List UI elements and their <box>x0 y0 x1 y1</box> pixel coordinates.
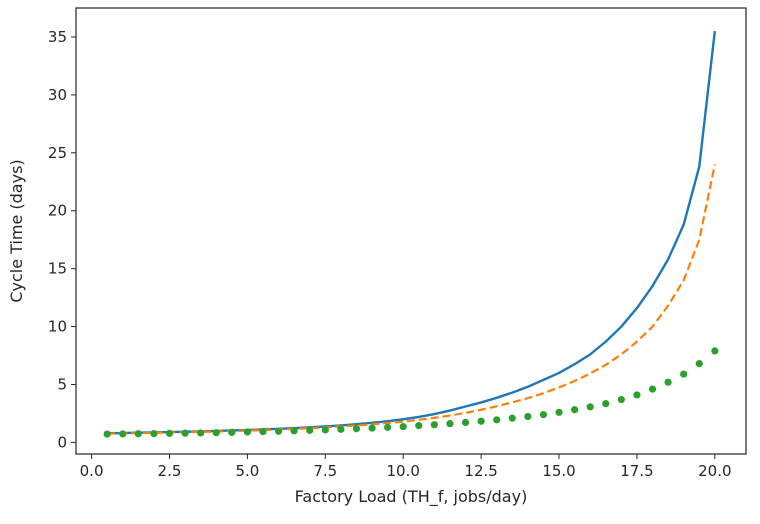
data-point <box>103 430 111 438</box>
x-tick-label: 7.5 <box>313 462 337 480</box>
data-point <box>648 385 657 393</box>
data-point <box>695 360 703 368</box>
x-tick-label: 0.0 <box>80 462 104 480</box>
data-point <box>259 428 267 436</box>
data-point <box>477 417 485 425</box>
y-tick-label: 5 <box>57 375 67 393</box>
data-point <box>586 403 594 411</box>
y-tick-label: 0 <box>57 433 67 451</box>
data-point <box>508 414 516 422</box>
data-point <box>711 347 719 355</box>
data-point <box>290 427 298 435</box>
y-tick-label: 35 <box>48 28 67 46</box>
series-1-line <box>107 31 717 435</box>
data-point <box>399 422 407 431</box>
series-2-line <box>107 164 716 435</box>
x-tick-label: 20.0 <box>698 462 731 480</box>
data-point <box>384 423 392 431</box>
data-point <box>337 425 345 433</box>
series-3-markers <box>103 347 719 438</box>
data-point <box>602 400 610 408</box>
data-point <box>274 427 283 435</box>
data-point <box>197 429 205 437</box>
data-point <box>212 429 220 437</box>
data-point <box>415 422 423 430</box>
y-tick-label: 20 <box>48 202 67 220</box>
data-point <box>134 430 142 438</box>
x-axis: 0.0 2.5 5.0 7.5 10.0 12.5 15.0 17.5 20.0 <box>80 454 732 480</box>
data-point <box>680 370 688 378</box>
data-point <box>119 430 127 438</box>
data-point <box>165 429 174 437</box>
data-point <box>524 412 532 421</box>
data-point <box>571 406 579 414</box>
x-tick-label: 17.5 <box>620 462 653 480</box>
data-point <box>181 429 189 437</box>
data-point <box>617 395 625 404</box>
x-tick-label: 10.0 <box>387 462 420 480</box>
data-point <box>664 378 672 386</box>
plot-series <box>103 31 719 438</box>
data-point <box>555 408 563 416</box>
data-point <box>150 430 158 438</box>
y-tick-label: 10 <box>48 318 67 336</box>
x-tick-label: 2.5 <box>158 462 182 480</box>
y-axis-label: Cycle Time (days) <box>7 159 26 302</box>
y-axis: 0 5 10 15 20 25 30 35 <box>48 28 76 451</box>
y-tick-label: 30 <box>48 86 67 104</box>
data-point <box>633 391 641 399</box>
data-point <box>493 416 501 424</box>
data-point <box>446 420 454 428</box>
data-point <box>430 421 438 429</box>
x-tick-label: 5.0 <box>235 462 259 480</box>
data-point <box>321 426 329 434</box>
y-tick-label: 25 <box>48 144 67 162</box>
y-tick-label: 15 <box>48 260 67 278</box>
data-point <box>352 425 361 433</box>
data-point <box>228 428 236 436</box>
x-axis-label: Factory Load (TH_f, jobs/day) <box>295 487 528 507</box>
data-point <box>461 418 470 427</box>
x-tick-label: 12.5 <box>464 462 497 480</box>
x-tick-label: 15.0 <box>542 462 575 480</box>
data-point <box>539 411 548 419</box>
plot-frame <box>75 7 747 455</box>
data-point <box>306 426 314 434</box>
data-point <box>368 424 376 432</box>
data-point <box>243 428 251 436</box>
